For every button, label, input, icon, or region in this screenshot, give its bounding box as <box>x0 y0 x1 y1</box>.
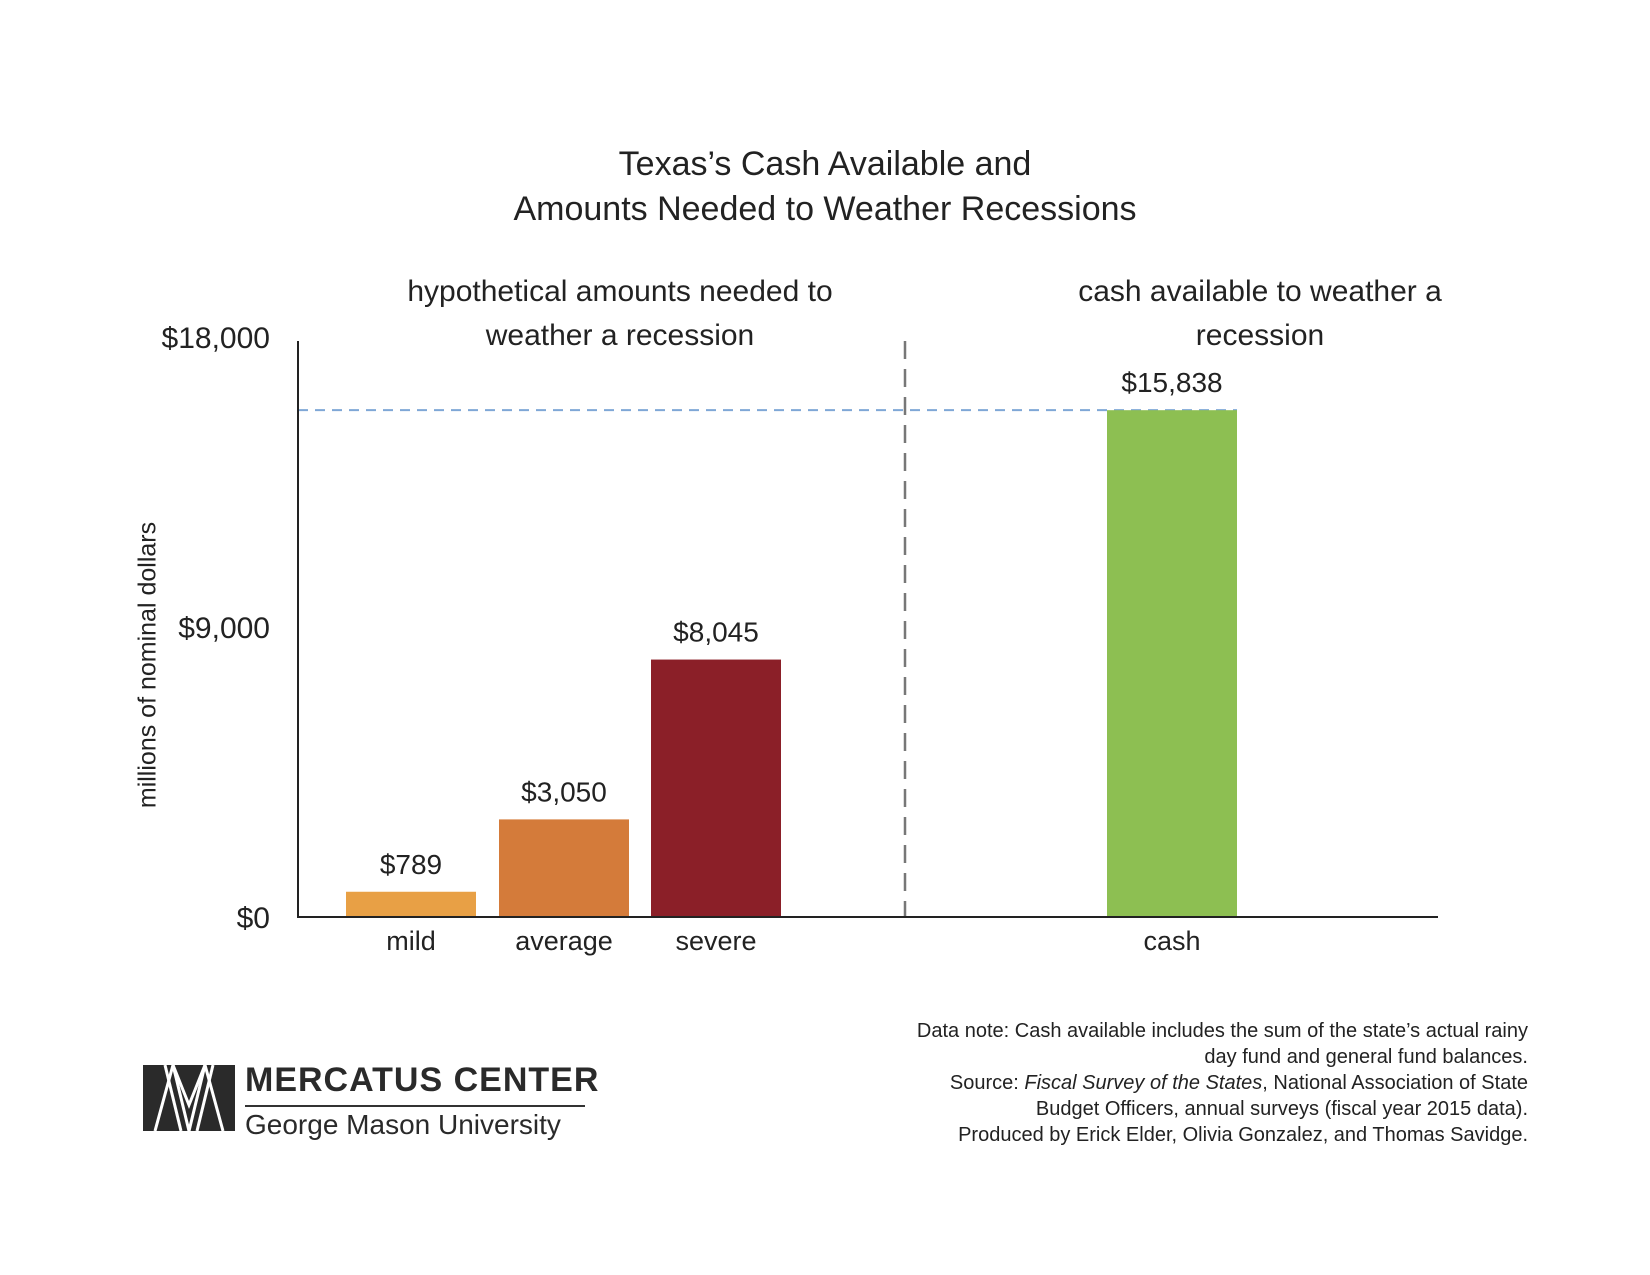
footnote-line-5: Produced by Erick Elder, Olivia Gonzalez… <box>958 1124 1528 1146</box>
chart-title-line-1: Texas’s Cash Available and <box>618 145 1032 183</box>
footnote-line-4: Budget Officers, annual surveys (fiscal … <box>1035 1098 1528 1120</box>
chart-title: Texas’s Cash Available and Amounts Neede… <box>0 142 1650 232</box>
footnote-line-1: Data note: Cash available includes the s… <box>916 1020 1528 1042</box>
section-label-cash: cash available to weather a recession <box>1000 270 1520 358</box>
data-label-average: $3,050 <box>521 776 607 807</box>
y-tick-label-mid: $9,000 <box>178 612 270 645</box>
bar-mild <box>346 891 476 917</box>
mercatus-logo-icon <box>143 1065 235 1131</box>
chart-title-line-2: Amounts Needed to Weather Recessions <box>513 190 1137 228</box>
x-tick-label-cash: cash <box>1143 926 1200 956</box>
section-label-needed-line-1: hypothetical amounts needed to <box>407 275 833 308</box>
bar-severe <box>651 659 781 917</box>
section-label-cash-line-2: recession <box>1195 319 1325 352</box>
logo-divider <box>245 1105 585 1107</box>
section-label-cash-line-1: cash available to weather a <box>1078 275 1442 308</box>
footnote: Data note: Cash available includes the s… <box>828 1018 1528 1148</box>
data-label-mild: $789 <box>380 849 442 880</box>
data-label-cash: $15,838 <box>1121 367 1222 398</box>
bar-average <box>499 819 629 917</box>
footnote-source-prefix: Source: <box>949 1072 1025 1094</box>
y-tick-label-zero: $0 <box>236 902 270 935</box>
logo-subtitle: George Mason University <box>245 1109 561 1140</box>
y-tick-label-max: $18,000 <box>161 322 270 355</box>
x-tick-label-average: average <box>515 926 613 956</box>
footnote-source-rest: , National Association of State <box>1262 1072 1528 1094</box>
section-label-needed-line-2: weather a recession <box>485 319 755 352</box>
x-tick-label-mild: mild <box>386 926 436 956</box>
footnote-source-title: Fiscal Survey of the States <box>1024 1072 1263 1094</box>
x-tick-label-severe: severe <box>675 926 756 956</box>
data-label-severe: $8,045 <box>673 617 759 648</box>
section-label-needed: hypothetical amounts needed to weather a… <box>360 270 880 358</box>
logo-name: MERCATUS CENTER <box>245 1061 600 1099</box>
footnote-line-3: Source: Fiscal Survey of the States, Nat… <box>828 1070 1528 1096</box>
bar-cash <box>1107 410 1237 917</box>
footnote-line-2: day fund and general fund balances. <box>1204 1046 1528 1068</box>
